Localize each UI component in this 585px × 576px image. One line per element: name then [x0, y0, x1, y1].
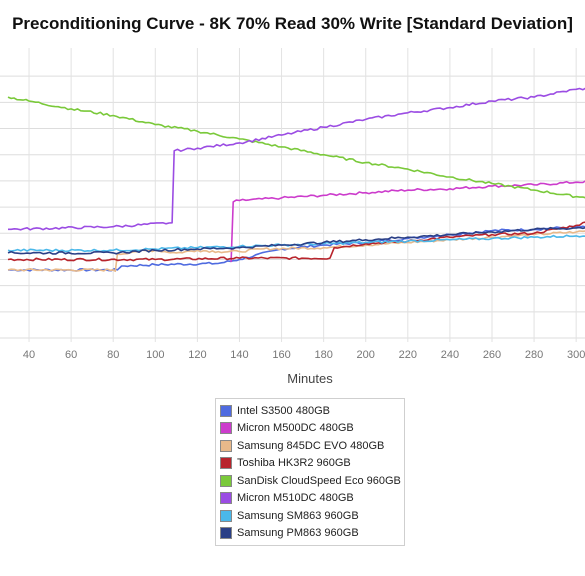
grid-lines	[0, 48, 585, 342]
x-tick-label: 200	[357, 349, 375, 361]
series-line-2	[230, 180, 585, 263]
legend-label: Micron M510DC 480GB	[237, 492, 354, 505]
series-line-8	[7, 226, 585, 255]
legend-label: Toshiba HK3R2 960GB	[237, 457, 351, 470]
x-tick-label: 180	[314, 349, 332, 361]
legend-swatch	[220, 509, 232, 522]
x-tick-label: 80	[107, 349, 119, 361]
legend-label: Samsung 845DC EVO 480GB	[237, 439, 385, 452]
legend-label: Micron M500DC 480GB	[237, 422, 354, 435]
legend-item[interactable]: Samsung 845DC EVO 480GB	[220, 437, 404, 455]
legend-item[interactable]: Micron M500DC 480GB	[220, 420, 404, 438]
legend-item[interactable]: Samsung SM863 960GB	[220, 507, 404, 525]
series-line-4	[7, 221, 585, 262]
x-tick-label: 40	[23, 349, 35, 361]
x-tick-label: 220	[399, 349, 417, 361]
legend-swatch	[220, 474, 232, 487]
legend: Intel S3500 480GB Micron M500DC 480GB Sams…	[215, 398, 405, 546]
series-lines	[7, 87, 585, 272]
x-tick-label: 260	[483, 349, 501, 361]
legend-label: Samsung PM863 960GB	[237, 527, 359, 540]
legend-label: Intel S3500 480GB	[237, 404, 330, 417]
x-tick-label: 60	[65, 349, 77, 361]
legend-item[interactable]: Intel S3500 480GB	[220, 402, 404, 420]
legend-swatch	[220, 492, 232, 505]
x-tick-label: 100	[146, 349, 164, 361]
x-tick-label: 280	[525, 349, 543, 361]
x-tick-label: 240	[441, 349, 459, 361]
legend-item[interactable]: SanDisk CloudSpeed Eco 960GB	[220, 472, 404, 490]
legend-swatch	[220, 457, 232, 470]
legend-item[interactable]: Micron M510DC 480GB	[220, 490, 404, 508]
series-line-3	[7, 230, 585, 272]
legend-swatch	[220, 527, 232, 540]
legend-item[interactable]: Toshiba HK3R2 960GB	[220, 455, 404, 473]
x-tick-label: 300	[567, 349, 585, 361]
legend-swatch	[220, 439, 232, 452]
x-tick-labels: 40 60 80 100 120 140 160 180 200 220 240 260 280 300	[23, 349, 585, 361]
series-line-6	[8, 87, 585, 231]
legend-label: Samsung SM863 960GB	[237, 509, 359, 522]
x-tick-label: 120	[188, 349, 206, 361]
series-line-5	[7, 96, 585, 199]
legend-swatch	[220, 404, 232, 417]
x-tick-label: 140	[230, 349, 248, 361]
x-axis-label: Minutes	[287, 371, 333, 386]
x-tick-label: 160	[272, 349, 290, 361]
legend-item[interactable]: Samsung PM863 960GB	[220, 525, 404, 543]
legend-label: SanDisk CloudSpeed Eco 960GB	[237, 474, 401, 487]
chart-title: Preconditioning Curve - 8K 70% Read 30% …	[12, 14, 573, 33]
legend-swatch	[220, 422, 232, 435]
